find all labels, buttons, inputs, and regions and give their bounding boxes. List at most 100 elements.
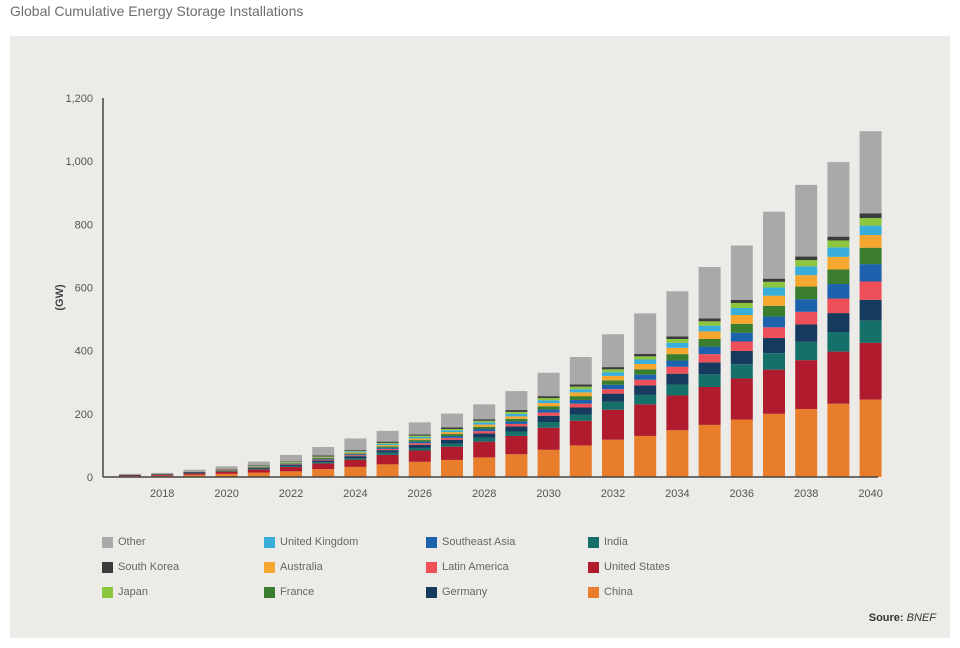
bar-segment bbox=[247, 468, 270, 470]
bar-segment bbox=[183, 471, 206, 473]
bar-segment bbox=[859, 213, 882, 219]
bar-segment bbox=[215, 471, 238, 474]
bar-segment bbox=[827, 269, 850, 285]
legend-label: United States bbox=[604, 561, 671, 573]
bar-segment bbox=[827, 313, 850, 333]
bar-segment bbox=[827, 162, 850, 237]
y-axis-label: (GW) bbox=[54, 284, 66, 311]
bar-segment bbox=[247, 467, 270, 469]
bar-segment bbox=[344, 450, 367, 452]
bar-segment bbox=[247, 466, 270, 467]
legend-swatch bbox=[264, 561, 275, 573]
x-tick-label: 2030 bbox=[536, 488, 560, 500]
y-tick-label: 1,200 bbox=[65, 93, 93, 105]
bar-segment bbox=[666, 347, 689, 355]
bar-segment bbox=[569, 399, 592, 404]
bar-segment bbox=[505, 413, 528, 417]
bar-segment bbox=[602, 384, 624, 390]
bar-segment bbox=[215, 469, 238, 471]
x-tick-label: 2018 bbox=[150, 488, 174, 500]
bar-segment bbox=[537, 427, 560, 450]
bar-segment bbox=[698, 362, 721, 375]
bar-segment bbox=[151, 474, 174, 475]
bar-segment bbox=[312, 455, 335, 457]
bar-segment bbox=[537, 449, 560, 477]
bar-segment bbox=[602, 380, 624, 385]
bar-segment bbox=[795, 341, 818, 361]
legend-swatch bbox=[102, 586, 113, 598]
bar-segment bbox=[344, 454, 367, 456]
bar-segment bbox=[183, 474, 206, 477]
bar-segment bbox=[376, 452, 399, 455]
bar-segment bbox=[827, 351, 850, 404]
bar-segment bbox=[698, 318, 721, 322]
x-tick-label: 2024 bbox=[343, 488, 367, 500]
x-tick-label: 2038 bbox=[794, 488, 818, 500]
bar-segment bbox=[730, 323, 753, 333]
bar-segment bbox=[473, 428, 496, 432]
bar-segment bbox=[795, 256, 818, 261]
legend-item: Other bbox=[102, 536, 146, 548]
legend-swatch bbox=[588, 536, 599, 548]
bar-segment bbox=[602, 372, 624, 376]
bar-segment bbox=[247, 466, 270, 468]
bar-segment bbox=[730, 314, 753, 324]
bar-segment bbox=[666, 360, 689, 367]
legend-label: Other bbox=[118, 536, 146, 548]
bar-segment bbox=[602, 401, 624, 410]
bar-segment bbox=[215, 466, 238, 470]
y-tick-label: 600 bbox=[75, 283, 93, 295]
bar-segment bbox=[634, 404, 657, 436]
bar-segment bbox=[634, 313, 657, 354]
legend-item: Japan bbox=[102, 586, 148, 598]
bar-segment bbox=[344, 459, 367, 467]
bar-segment bbox=[602, 375, 624, 381]
y-tick-label: 800 bbox=[75, 219, 93, 231]
bar-segment bbox=[280, 454, 302, 462]
bar-segment bbox=[280, 461, 302, 462]
bar-segment bbox=[730, 302, 753, 309]
bar-segment bbox=[441, 446, 463, 460]
bar-segment bbox=[763, 338, 785, 354]
bar-segment bbox=[312, 456, 335, 457]
bar-segment bbox=[376, 464, 399, 477]
bar-segment bbox=[666, 373, 689, 385]
bar-segment bbox=[537, 403, 560, 407]
legend-swatch bbox=[264, 586, 275, 598]
bar-segment bbox=[247, 465, 270, 466]
bar-segment bbox=[312, 459, 335, 461]
bar-segment bbox=[537, 396, 560, 399]
bar-segment bbox=[537, 409, 560, 413]
legend-label: India bbox=[604, 536, 628, 548]
legend-item: South Korea bbox=[102, 561, 179, 573]
bar-segment bbox=[376, 454, 399, 465]
bar-segment bbox=[376, 450, 399, 453]
y-tick-label: 1,000 bbox=[65, 156, 93, 168]
x-tick-label: 2020 bbox=[214, 488, 238, 500]
bar-segment bbox=[505, 410, 528, 412]
bar-segment bbox=[215, 470, 238, 471]
bar-segment bbox=[859, 299, 882, 321]
bar-segment bbox=[376, 442, 399, 444]
bar-segment bbox=[795, 324, 818, 342]
source-value: BNEF bbox=[906, 612, 936, 624]
y-axis-ticks: 0 200 400 600 800 1,000 1,200 bbox=[65, 93, 93, 484]
bar-segment bbox=[698, 354, 721, 363]
bar-segment bbox=[795, 286, 818, 300]
bar-segment bbox=[505, 391, 528, 411]
bar-segment bbox=[602, 409, 624, 440]
bar-segment bbox=[763, 281, 785, 288]
bar-segment bbox=[280, 465, 302, 467]
bar-segment bbox=[344, 449, 367, 451]
bar-segment bbox=[763, 327, 785, 339]
bar-segment bbox=[408, 436, 431, 439]
bar-segment bbox=[473, 437, 496, 442]
page-title: Global Cumulative Energy Storage Install… bbox=[10, 3, 304, 19]
bar-segment bbox=[763, 211, 785, 279]
bar-segment bbox=[473, 419, 496, 421]
bar-segment bbox=[763, 278, 785, 282]
bar-segment bbox=[344, 452, 367, 454]
bar-segment bbox=[827, 298, 850, 314]
bar-segment bbox=[569, 356, 592, 385]
bar-segment bbox=[312, 458, 335, 460]
